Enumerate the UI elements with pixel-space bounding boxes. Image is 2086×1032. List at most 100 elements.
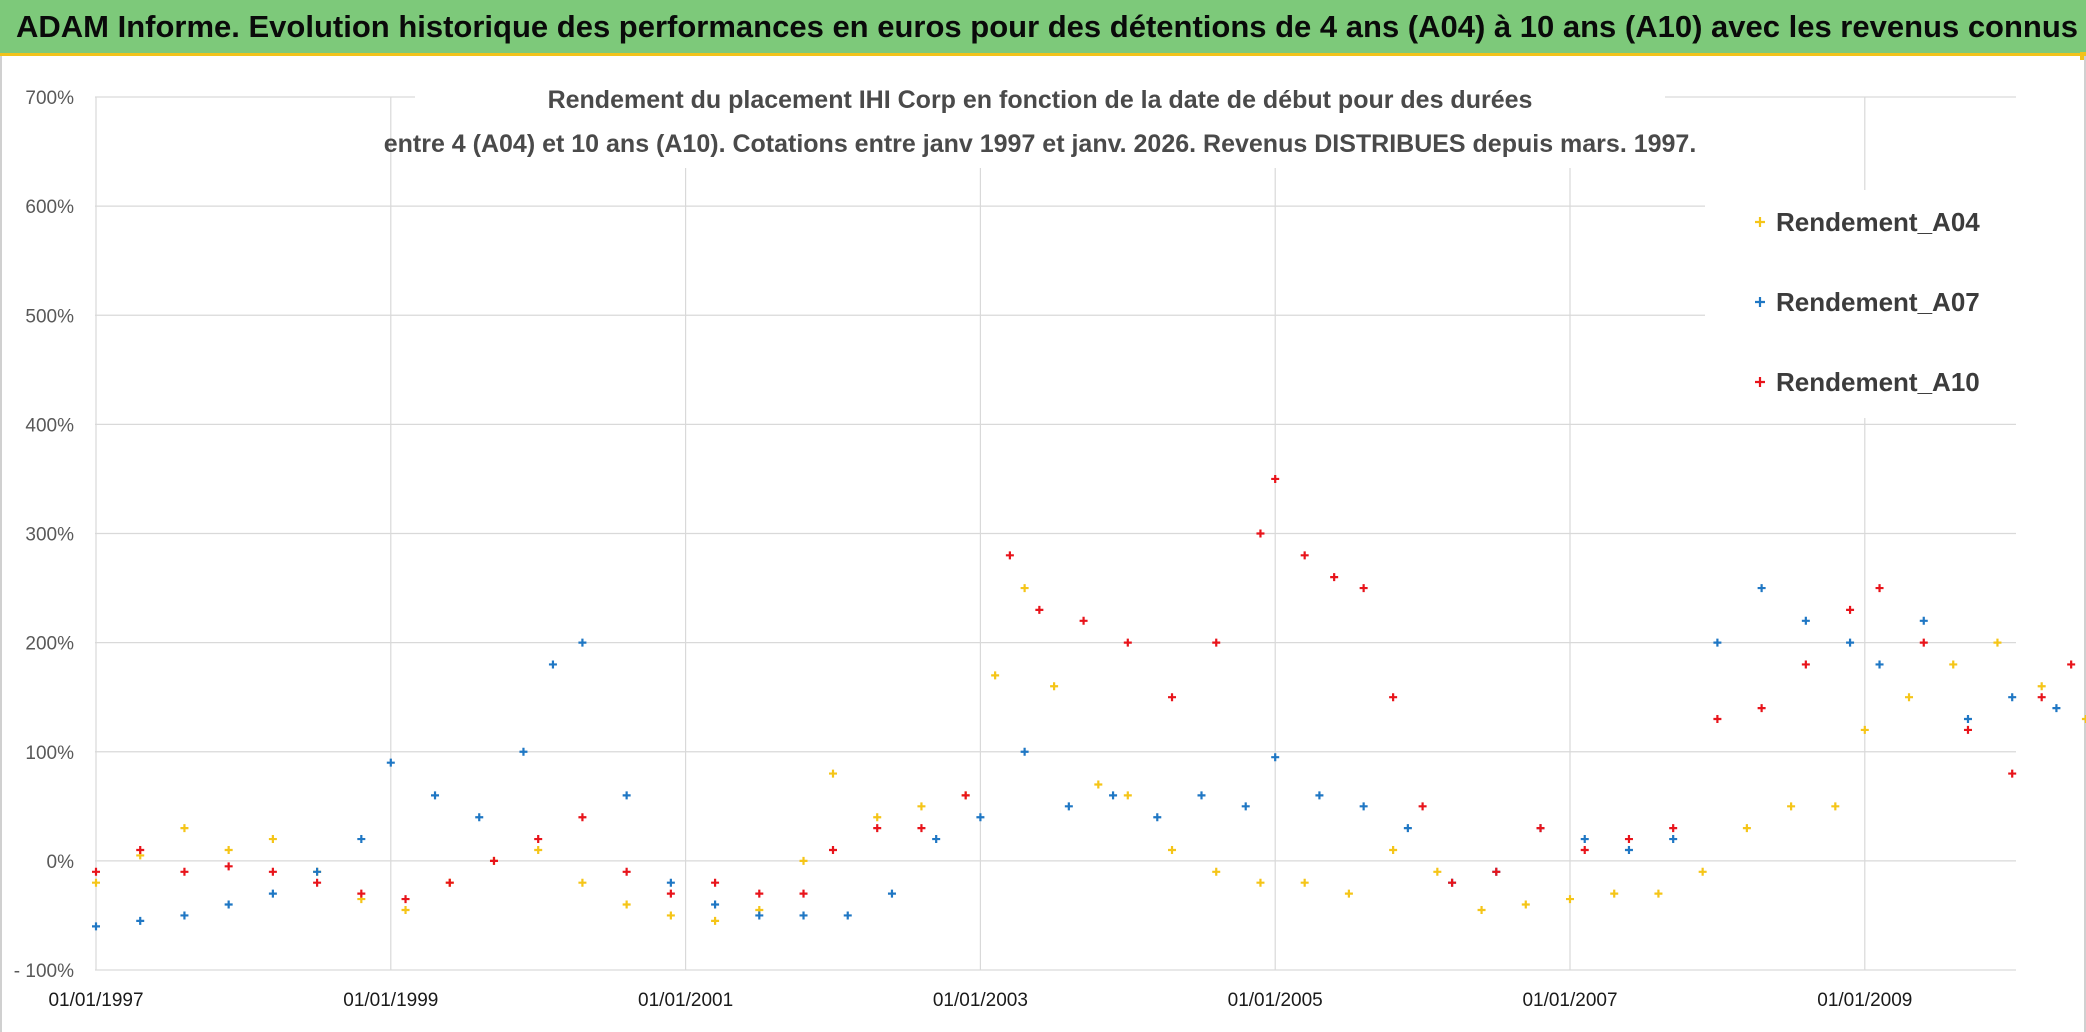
data-point-Rendement_A07 [519, 747, 528, 756]
data-point-Rendement_A10 [961, 791, 970, 800]
data-point-Rendement_A04 [1860, 725, 1869, 734]
data-point-Rendement_A07 [1064, 802, 1073, 811]
data-point-Rendement_A10 [873, 824, 882, 833]
data-point-Rendement_A10 [224, 862, 233, 871]
data-point-Rendement_A10 [445, 878, 454, 887]
data-point-Rendement_A07 [136, 916, 145, 925]
data-point-Rendement_A04 [829, 769, 837, 778]
data-point-Rendement_A10 [357, 889, 366, 898]
data-point-Rendement_A07 [843, 911, 852, 920]
data-point-Rendement_A04 [1787, 802, 1796, 811]
data-point-Rendement_A10 [1212, 638, 1221, 647]
data-point-Rendement_A07 [386, 758, 395, 767]
x-tick-label: 01/01/1997 [48, 990, 143, 1011]
data-point-Rendement_A07 [799, 911, 808, 920]
data-point-Rendement_A10 [799, 889, 808, 898]
legend-marker-Rendement_A10 [1755, 377, 1765, 387]
chart-frame [0, 56, 2086, 1032]
data-point-Rendement_A10 [1359, 584, 1368, 593]
data-point-Rendement_A04 [917, 802, 926, 811]
data-point-Rendement_A04 [2037, 682, 2046, 691]
data-point-Rendement_A10 [92, 867, 100, 876]
data-point-Rendement_A04 [873, 813, 882, 822]
data-point-Rendement_A04 [1389, 845, 1398, 854]
y-tick-label: - 100% [14, 961, 74, 982]
data-point-Rendement_A04 [1344, 889, 1353, 898]
data-point-Rendement_A07 [1669, 835, 1678, 844]
data-point-Rendement_A04 [180, 824, 189, 833]
data-point-Rendement_A07 [1580, 835, 1589, 844]
data-point-Rendement_A04 [1521, 900, 1530, 909]
data-point-Rendement_A07 [1846, 638, 1855, 647]
data-point-Rendement_A04 [622, 900, 631, 909]
data-point-Rendement_A10 [666, 889, 675, 898]
data-point-Rendement_A10 [1168, 693, 1177, 702]
data-point-Rendement_A10 [1846, 605, 1855, 614]
y-tick-label: 400% [25, 415, 74, 436]
y-tick-label: 0% [47, 852, 75, 873]
data-point-Rendement_A07 [1875, 660, 1884, 669]
data-point-Rendement_A07 [622, 791, 631, 800]
data-point-Rendement_A07 [475, 813, 484, 822]
data-point-Rendement_A10 [1624, 835, 1633, 844]
data-point-Rendement_A10 [1536, 824, 1545, 833]
data-point-Rendement_A10 [622, 867, 631, 876]
gridlines [95, 96, 2016, 971]
data-point-Rendement_A10 [829, 845, 837, 854]
data-point-Rendement_A04 [1300, 878, 1309, 887]
data-point-Rendement_A07 [1271, 753, 1280, 762]
data-point-Rendement_A07 [1624, 845, 1633, 854]
data-point-Rendement_A04 [92, 878, 100, 887]
y-axis-ticks: - 100% 0% 100% 200% 300% 400% 500% 600% 700% [14, 88, 74, 982]
legend-marker-Rendement_A07 [1755, 297, 1765, 307]
data-point-Rendement_A10 [2037, 693, 2046, 702]
data-point-Rendement_A07 [431, 791, 440, 800]
banner-accent [2080, 52, 2086, 60]
data-point-Rendement_A10 [313, 878, 322, 887]
data-point-Rendement_A07 [268, 889, 277, 898]
data-point-Rendement_A07 [1241, 802, 1250, 811]
data-point-Rendement_A10 [2008, 769, 2017, 778]
data-point-Rendement_A10 [1005, 551, 1014, 560]
legend: Rendement_A04 Rendement_A07 Rendement_A10 [1755, 207, 1980, 397]
data-point-Rendement_A04 [578, 878, 587, 887]
data-point-Rendement_A10 [136, 845, 145, 854]
data-point-Rendement_A04 [268, 835, 277, 844]
data-point-Rendement_A07 [548, 660, 557, 669]
data-point-Rendement_A04 [1905, 693, 1914, 702]
data-point-Rendement_A10 [180, 867, 189, 876]
x-tick-label: 01/01/2007 [1522, 990, 1617, 1011]
data-point-Rendement_A04 [991, 671, 1000, 680]
legend-marker-Rendement_A04 [1755, 217, 1765, 227]
data-point-Rendement_A07 [887, 889, 896, 898]
data-point-Rendement_A07 [666, 878, 675, 887]
data-point-Rendement_A10 [1757, 704, 1766, 713]
data-point-Rendement_A04 [401, 905, 410, 914]
data-point-Rendement_A07 [976, 813, 985, 822]
data-point-Rendement_A04 [1256, 878, 1265, 887]
data-point-Rendement_A10 [489, 856, 498, 865]
data-point-Rendement_A10 [534, 835, 543, 844]
data-point-Rendement_A07 [1713, 638, 1722, 647]
data-point-Rendement_A10 [578, 813, 587, 822]
data-point-Rendement_A04 [1698, 867, 1707, 876]
data-point-Rendement_A07 [180, 911, 189, 920]
data-point-Rendement_A07 [92, 922, 100, 931]
data-point-Rendement_A10 [268, 867, 277, 876]
data-point-Rendement_A10 [1079, 616, 1088, 625]
legend-label-Rendement_A10: Rendement_A10 [1776, 367, 1980, 397]
data-point-Rendement_A10 [1713, 715, 1722, 724]
chart-title-background [415, 76, 1665, 168]
legend-label-Rendement_A07: Rendement_A07 [1776, 287, 1980, 317]
y-tick-label: 100% [25, 743, 74, 764]
x-axis-ticks: 01/01/1997 01/01/1999 01/01/2001 01/01/2003… [48, 990, 1912, 1011]
data-point-Rendement_A04 [1168, 845, 1177, 854]
data-point-Rendement_A04 [1831, 802, 1840, 811]
data-point-Rendement_A07 [755, 911, 764, 920]
data-point-Rendement_A10 [1256, 529, 1265, 538]
data-point-Rendement_A04 [534, 845, 543, 854]
data-point-Rendement_A04 [1050, 682, 1059, 691]
data-point-Rendement_A04 [1020, 584, 1029, 593]
data-point-Rendement_A10 [2067, 660, 2076, 669]
